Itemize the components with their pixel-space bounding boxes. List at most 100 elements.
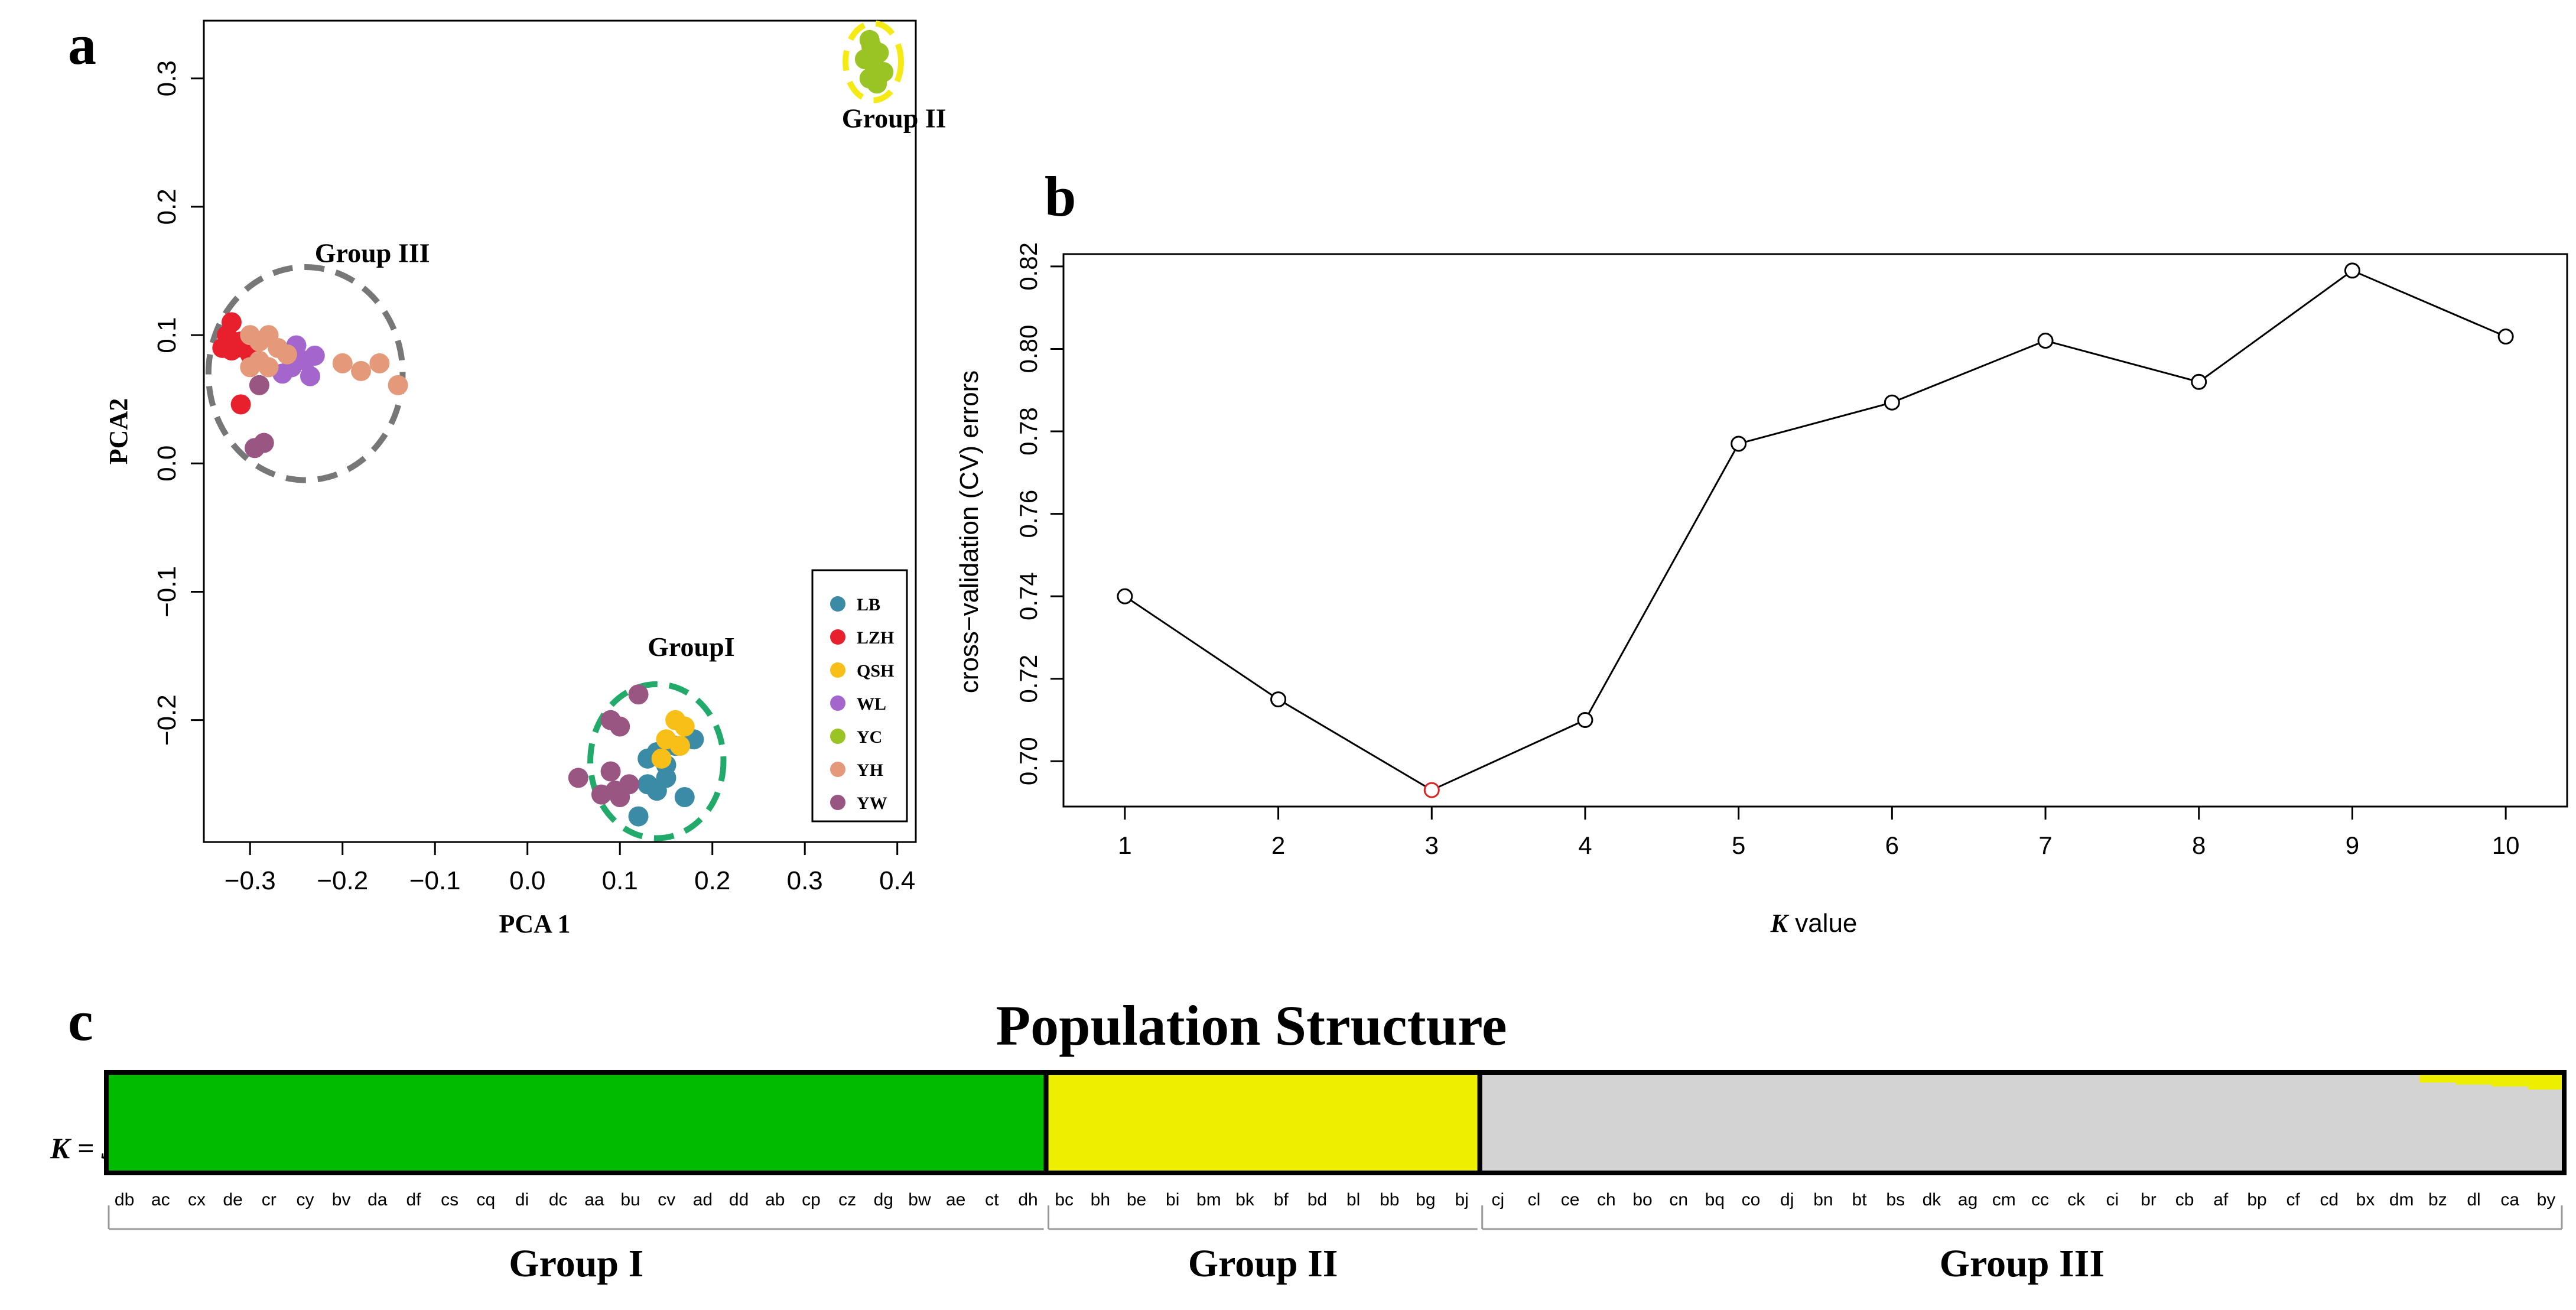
sample-label: cy — [296, 1190, 314, 1210]
sample-label: bf — [1274, 1190, 1289, 1210]
sample-label: ch — [1597, 1190, 1616, 1210]
structure-group-bar — [1046, 1072, 1480, 1173]
pca-plot-frame — [203, 19, 917, 843]
pca-y-axis: −0.2 −0.1 0.0 0.1 0.2 0.3 — [152, 60, 204, 746]
sample-label: cv — [658, 1190, 675, 1210]
cv-error-line-plot: 1 2 3 4 5 6 7 8 9 10 0.70 0.72 0.74 0.76 0.78 0.80 0.82… — [955, 242, 2568, 938]
sample-label: ad — [693, 1190, 713, 1210]
pca-group-rings — [205, 20, 904, 841]
sample-label: dl — [2467, 1190, 2480, 1210]
pca-y-tick-label: 0.1 — [152, 317, 181, 353]
group-annotation: GroupI — [648, 632, 734, 662]
pca-x-tick-label: 0.3 — [787, 866, 823, 895]
pca-point-lb — [656, 768, 676, 788]
legend-marker-qsh — [830, 662, 845, 678]
sample-label: bj — [1455, 1190, 1468, 1210]
legend-marker-lb — [830, 596, 845, 612]
cv-point — [1884, 394, 1900, 411]
pca-x-tick-label: 0.0 — [509, 866, 545, 895]
pca-point-yh — [240, 357, 261, 378]
cv-x-tick-label: 10 — [2492, 831, 2520, 859]
pca-point-qsh — [651, 748, 672, 769]
sample-label: cl — [1528, 1190, 1541, 1210]
cv-y-tick-label: 0.76 — [1014, 490, 1042, 538]
sample-label: cs — [441, 1190, 458, 1210]
pca-point-yh — [351, 360, 372, 381]
pca-y-axis-label: PCA2 — [104, 398, 133, 464]
sample-label: bs — [1886, 1190, 1905, 1210]
sample-label: ct — [985, 1190, 999, 1210]
pca-point-yh — [277, 344, 297, 365]
legend-label-yh: YH — [857, 760, 883, 780]
cv-x-tick-label: 1 — [1118, 831, 1131, 859]
structure-group-bar — [106, 1072, 1046, 1173]
pca-point-yw — [568, 768, 588, 788]
pca-point-lb — [638, 748, 658, 769]
structure-bars — [104, 1070, 2567, 1175]
pca-x-axis: −0.3 −0.2 −0.1 0.0 0.1 0.2 0.3 0.4 — [225, 842, 915, 895]
legend-label-qsh: QSH — [857, 661, 894, 681]
sample-label: di — [515, 1190, 529, 1210]
legend-marker-yw — [830, 795, 845, 810]
sample-label: cq — [477, 1190, 496, 1210]
pca-point-yh — [332, 353, 353, 373]
cv-x-tick-label: 8 — [2192, 831, 2206, 859]
legend-box — [811, 569, 908, 823]
sample-label: by — [2537, 1190, 2556, 1210]
cv-x-tick-label: 5 — [1732, 831, 1745, 859]
sample-label: cj — [1491, 1190, 1504, 1210]
cv-point — [2191, 373, 2207, 390]
sample-label: de — [223, 1190, 242, 1210]
sample-label: bp — [2247, 1190, 2266, 1210]
structure-group-bar — [1479, 1072, 2564, 1173]
pca-x-tick-label: 0.4 — [879, 866, 915, 895]
pca-x-tick-label: 0.1 — [602, 866, 638, 895]
cv-y-axis: 0.70 0.72 0.74 0.76 0.78 0.80 0.82 — [1014, 242, 1063, 785]
pca-point-wl — [300, 366, 320, 386]
cv-point — [1117, 588, 1133, 604]
sample-label: cp — [802, 1190, 821, 1210]
sample-label: ac — [151, 1190, 170, 1210]
structure-group-labels: Group I Group II Group III — [108, 1205, 2563, 1285]
cv-y-tick-label: 0.80 — [1014, 325, 1042, 373]
sample-label: bw — [908, 1190, 931, 1210]
admixture-segment — [2455, 1072, 2493, 1085]
sample-label: dc — [549, 1190, 568, 1210]
sample-label: bh — [1091, 1190, 1110, 1210]
cv-series-line — [1124, 269, 2506, 791]
sample-label: bl — [1346, 1190, 1360, 1210]
cv-point — [1731, 435, 1747, 452]
group-ring-group-ii — [843, 20, 904, 103]
cv-x-tick-label: 4 — [1578, 831, 1592, 859]
sample-label: cf — [2286, 1190, 2301, 1210]
sample-label: bo — [1632, 1190, 1652, 1210]
panel-label-c: c — [68, 989, 93, 1052]
legend-label-yw: YW — [857, 794, 887, 813]
pca-point-yw — [253, 433, 274, 453]
sample-label: cm — [1992, 1190, 2016, 1210]
pca-point-yc — [867, 73, 887, 94]
pca-point-yw — [605, 781, 626, 801]
cv-point — [1577, 711, 1593, 728]
pca-point-qsh — [674, 716, 695, 737]
sample-label: ce — [1561, 1190, 1580, 1210]
sample-label: bx — [2356, 1190, 2375, 1210]
legend-marker-lzh — [830, 629, 845, 645]
legend-marker-wl — [830, 695, 845, 711]
legend-marker-yc — [830, 729, 845, 744]
sample-label: db — [115, 1190, 134, 1210]
legend-label-yc: YC — [857, 727, 882, 747]
group-annotation: Group II — [842, 103, 947, 133]
cv-points — [1117, 262, 2514, 798]
sample-label: be — [1127, 1190, 1146, 1210]
sample-label: ae — [946, 1190, 965, 1210]
pca-scatter-plot: −0.3 −0.2 −0.1 0.0 0.1 0.2 0.3 0.4 −0.2 −0.1 0.0 0… — [104, 19, 947, 938]
group-label: Group III — [1940, 1242, 2105, 1285]
sample-label: dk — [1923, 1190, 1942, 1210]
pca-x-tick-label: −0.3 — [225, 866, 276, 895]
sample-label: ck — [2067, 1190, 2086, 1210]
cv-x-tick-label: 6 — [1885, 831, 1899, 859]
pca-x-tick-label: −0.2 — [317, 866, 368, 895]
pca-point-lzh — [230, 394, 251, 415]
